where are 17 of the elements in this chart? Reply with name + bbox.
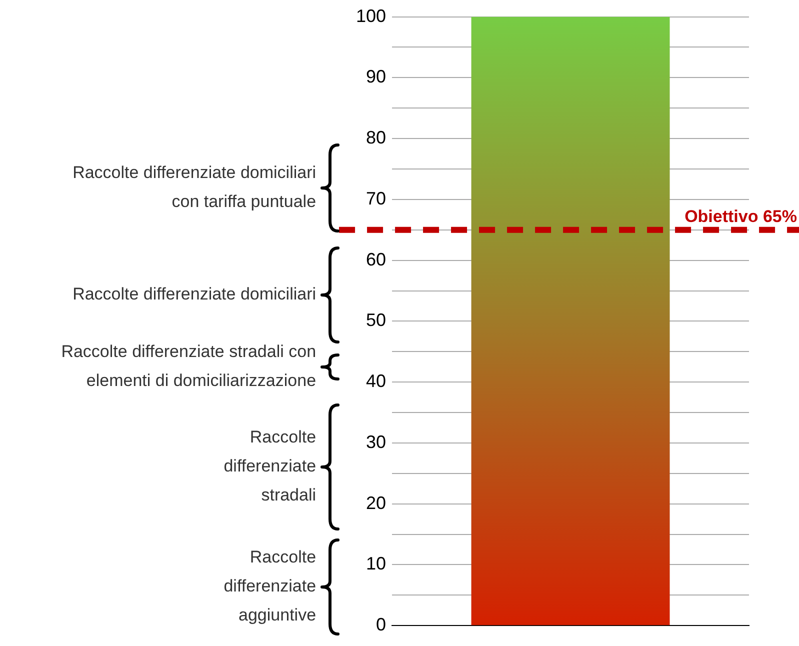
text: Raccolte differenziate stradali (224, 428, 316, 505)
text: Raccolte differenziate aggiuntive (224, 548, 316, 625)
y-tick-label: 10 (366, 554, 386, 574)
y-tick-label: 80 (366, 128, 386, 148)
text: Raccolte differenziate stradali con elementi di domiciliarizzazione (61, 342, 316, 390)
y-tick-label: 20 (366, 492, 386, 513)
y-tick-label: 40 (366, 371, 386, 392)
y-tick-label: 70 (366, 188, 386, 208)
y-tick-label: 90 (366, 66, 386, 87)
y-tick-label: 30 (366, 432, 386, 452)
y-tick-label: 0 (376, 614, 386, 635)
text: Raccolte differenziate domiciliari (72, 284, 316, 304)
y-tick-label: 100 (356, 6, 386, 26)
text: Raccolte differenziate domiciliari con tariffa puntuale (72, 163, 316, 212)
y-tick-label: 50 (366, 310, 386, 330)
ref-line-label: Obiettivo 65% (684, 207, 797, 226)
y-tick-label: 60 (366, 249, 386, 270)
